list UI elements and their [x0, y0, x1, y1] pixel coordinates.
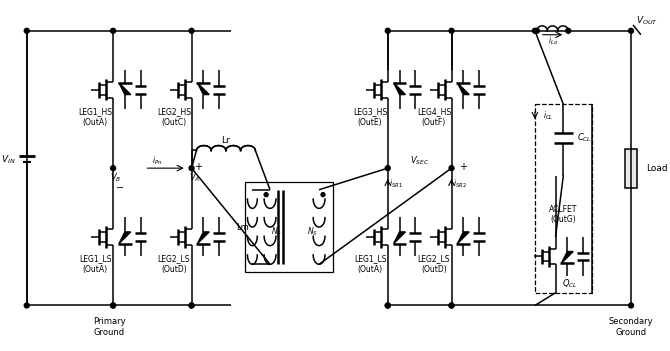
Circle shape — [189, 303, 194, 308]
Polygon shape — [119, 83, 131, 94]
Text: $i_{CL}$: $i_{CL}$ — [543, 110, 553, 122]
Circle shape — [264, 193, 268, 197]
Text: $C_{CL}$: $C_{CL}$ — [577, 132, 592, 145]
Text: Lm: Lm — [237, 223, 249, 232]
Text: $N_P$: $N_P$ — [271, 226, 282, 238]
Text: $+$: $+$ — [459, 161, 468, 172]
Circle shape — [449, 303, 454, 308]
Circle shape — [449, 166, 454, 171]
Text: LEG3_HS
(OutE): LEG3_HS (OutE) — [353, 107, 387, 127]
Text: $V_{IN}$: $V_{IN}$ — [1, 153, 16, 166]
Circle shape — [385, 303, 390, 308]
Circle shape — [628, 303, 634, 308]
Text: $Q_{CL}$: $Q_{CL}$ — [562, 278, 578, 290]
Circle shape — [385, 303, 390, 308]
Circle shape — [189, 166, 194, 171]
Text: $V_{SEC}$: $V_{SEC}$ — [410, 154, 429, 166]
Text: LEG1_LS
(OutA): LEG1_LS (OutA) — [354, 254, 387, 274]
Circle shape — [385, 166, 390, 171]
Polygon shape — [561, 252, 573, 263]
Circle shape — [565, 28, 571, 33]
Circle shape — [111, 303, 115, 308]
Polygon shape — [394, 232, 405, 244]
Circle shape — [321, 193, 325, 197]
Polygon shape — [394, 83, 405, 94]
Polygon shape — [458, 83, 469, 94]
Circle shape — [628, 28, 634, 33]
Text: $V_{OUT}$: $V_{OUT}$ — [636, 15, 658, 27]
Text: LEG2_LS
(OutD): LEG2_LS (OutD) — [417, 254, 450, 274]
Bar — [625, 148, 637, 188]
Text: $+$: $+$ — [194, 161, 202, 172]
Text: LEG2_LS
(OutD): LEG2_LS (OutD) — [157, 254, 190, 274]
Text: $-$: $-$ — [115, 181, 124, 191]
Circle shape — [535, 28, 539, 33]
Polygon shape — [119, 232, 131, 244]
Text: LEG1_LS
(OutA): LEG1_LS (OutA) — [79, 254, 112, 274]
Circle shape — [385, 28, 390, 33]
Text: $V_B$: $V_B$ — [110, 172, 121, 184]
Circle shape — [189, 28, 194, 33]
Text: $i_{Pn}$: $i_{Pn}$ — [152, 154, 162, 166]
Text: $N_S$: $N_S$ — [307, 226, 318, 238]
Text: Secondary
Ground: Secondary Ground — [609, 317, 653, 337]
Circle shape — [449, 303, 454, 308]
Text: Lr: Lr — [222, 136, 230, 145]
Text: $i_{SR2}$: $i_{SR2}$ — [452, 178, 466, 190]
Bar — [245, 182, 333, 272]
Circle shape — [24, 28, 29, 33]
Text: $i_{Lo}$: $i_{Lo}$ — [547, 34, 557, 47]
Text: Load: Load — [646, 164, 667, 173]
Text: LEG4_HS
(OutF): LEG4_HS (OutF) — [417, 107, 451, 127]
Polygon shape — [458, 232, 469, 244]
Text: LEG2_HS
(OutC): LEG2_HS (OutC) — [157, 107, 191, 127]
Text: ACLFET
(OutG): ACLFET (OutG) — [549, 205, 578, 224]
Circle shape — [111, 28, 115, 33]
Circle shape — [533, 28, 537, 33]
Text: $V_A$: $V_A$ — [189, 172, 200, 184]
Circle shape — [111, 166, 115, 171]
Circle shape — [111, 303, 115, 308]
Polygon shape — [198, 232, 209, 244]
Polygon shape — [198, 83, 209, 94]
Bar — [535, 104, 592, 293]
Text: Primary
Ground: Primary Ground — [93, 317, 125, 337]
Text: $i_{SR1}$: $i_{SR1}$ — [389, 178, 403, 190]
Circle shape — [449, 28, 454, 33]
Circle shape — [189, 303, 194, 308]
Circle shape — [24, 303, 29, 308]
Text: LEG1_HS
(OutA): LEG1_HS (OutA) — [78, 107, 113, 127]
